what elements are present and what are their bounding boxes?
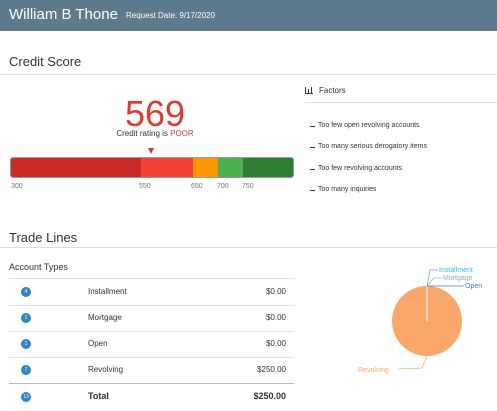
table-row: 4 Installment $0.00 <box>9 279 294 305</box>
credit-score-value: 569 <box>124 93 186 134</box>
tick-label: 650 <box>191 183 203 190</box>
pie-label-mortgage: Mortgage <box>443 275 473 282</box>
account-type-label: Installment <box>88 287 127 296</box>
count-badge: 13 <box>21 392 31 402</box>
divider <box>305 102 497 103</box>
divider <box>0 74 497 75</box>
customer-name: William B Thone <box>9 6 118 23</box>
count-badge: 1 <box>21 313 31 323</box>
score-marker-icon <box>148 148 154 154</box>
table-divider <box>9 305 294 306</box>
leader-line-revolving <box>397 355 428 370</box>
pie-label-revolving: Revolving <box>358 367 389 374</box>
factor-item: Too many serious derogatory items <box>310 143 427 150</box>
factor-item: Too many inquiries <box>309 186 377 193</box>
count-badge: 1 <box>21 339 31 349</box>
request-date: Request Date: 9/17/2020 <box>126 11 215 20</box>
range-segment-good <box>193 158 218 177</box>
range-segment-poor <box>11 158 141 177</box>
account-type-label: Open <box>88 339 108 348</box>
credit-rating: Credit rating is POOR <box>60 129 250 138</box>
pie-label-installment: Installment <box>439 267 473 274</box>
account-amount: $0.00 <box>265 287 286 296</box>
factor-item: Too few open revolving accounts <box>310 122 420 129</box>
credit-rating-value: POOR <box>170 129 194 138</box>
tick-label: 550 <box>139 183 151 190</box>
leader-line-mortgage <box>426 277 442 287</box>
trade-lines-title: Trade Lines <box>9 230 78 245</box>
range-segment-very-good <box>218 158 243 177</box>
leader-line-installment <box>426 269 438 287</box>
divider <box>0 247 497 248</box>
range-segment-fair <box>141 158 193 177</box>
account-types-pie-chart: Installment Mortgage Open Revolving <box>358 267 482 374</box>
table-row: 1 Mortgage $0.00 <box>9 305 294 331</box>
table-row: 1 Open $0.00 <box>9 331 294 357</box>
table-divider <box>9 278 294 279</box>
total-label: Total <box>88 391 109 401</box>
count-badge: 7 <box>21 365 31 375</box>
table-divider <box>9 331 294 332</box>
total-amount: $250.00 <box>253 391 286 401</box>
bar-chart-icon <box>305 87 313 94</box>
account-type-label: Mortgage <box>88 313 122 322</box>
score-range-bar <box>10 157 294 178</box>
range-segment-excellent <box>243 158 293 177</box>
credit-score-title: Credit Score <box>9 54 82 69</box>
account-types-title: Account Types <box>9 262 68 272</box>
tick-label: 750 <box>242 183 254 190</box>
factors-header: Factors <box>305 86 346 95</box>
account-type-label: Revolving <box>88 365 124 374</box>
table-total-row: 13 Total $250.00 <box>9 384 294 410</box>
credit-rating-prefix: Credit rating is <box>116 129 168 138</box>
count-badge: 4 <box>21 287 31 297</box>
factor-item: Too few revolving accounts <box>309 165 403 172</box>
table-row: 7 Revolving $250.00 <box>9 357 294 383</box>
account-amount: $0.00 <box>265 339 286 348</box>
account-amount: $250.00 <box>257 365 286 374</box>
tick-label: 700 <box>217 183 229 190</box>
report-header: William B Thone Request Date: 9/17/2020 <box>0 0 497 31</box>
pie-label-open: Open <box>465 283 482 290</box>
factors-title: Factors <box>319 86 346 95</box>
table-divider <box>9 383 294 384</box>
table-divider <box>9 357 294 358</box>
tick-label: 300 <box>11 183 23 190</box>
account-amount: $0.00 <box>265 313 286 322</box>
